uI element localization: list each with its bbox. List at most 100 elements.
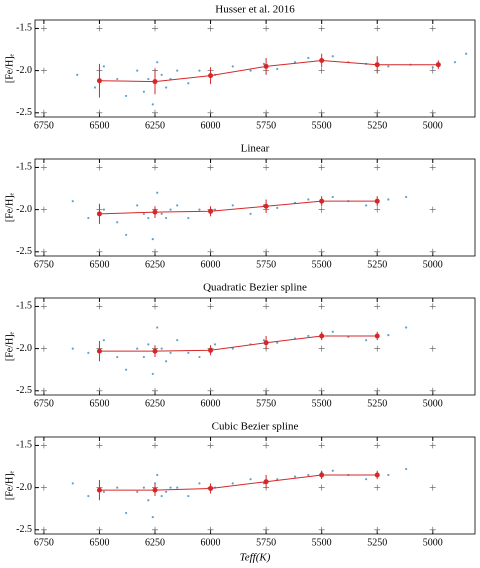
x-tick-label: 5750: [256, 398, 276, 409]
star-point: [293, 475, 297, 478]
x-tick-label: 5000: [423, 398, 443, 409]
trend-point: [96, 487, 102, 493]
grid-cross: [429, 206, 436, 213]
star-point: [169, 486, 172, 489]
x-tick-label: 5000: [423, 120, 443, 131]
grid-cross: [40, 303, 47, 310]
x-tick-label: 5250: [367, 259, 387, 270]
y-tick-label: -2.5: [16, 107, 32, 118]
grid-cross: [263, 387, 270, 394]
panel-title: Quadratic Bezier spline: [203, 282, 307, 294]
x-tick-label: 6000: [201, 259, 221, 270]
plot-frame: [34, 297, 476, 396]
y-axis-label: [Fe/H]ₑ: [4, 192, 15, 222]
grid-cross: [96, 248, 103, 255]
star-point: [165, 490, 168, 493]
grid-cross: [318, 206, 325, 213]
grid-cross: [374, 526, 381, 533]
star-point: [331, 195, 334, 199]
trend-point: [96, 348, 102, 354]
x-tick-label: 5750: [256, 537, 276, 548]
star-point: [142, 355, 145, 359]
star-point: [156, 191, 159, 194]
star-point: [125, 368, 128, 371]
trend-point: [208, 347, 214, 353]
grid-cross: [40, 345, 47, 352]
star-point: [365, 478, 368, 481]
grid-cross: [263, 442, 270, 449]
star-point: [231, 347, 234, 350]
trend-point: [374, 62, 380, 68]
star-point: [176, 339, 179, 342]
grid-cross: [152, 526, 158, 533]
star-point: [165, 360, 168, 363]
star-point: [276, 67, 279, 71]
trend-point: [319, 472, 325, 478]
grid-cross: [207, 248, 214, 255]
star-point: [331, 330, 334, 333]
grid-cross: [40, 248, 47, 255]
grid-cross: [152, 387, 158, 394]
grid-cross: [318, 25, 325, 32]
star-point: [165, 86, 168, 89]
star-point: [125, 511, 128, 515]
x-tick-label: 5750: [256, 259, 276, 270]
x-tick-label: 6000: [201, 398, 221, 409]
grid-cross: [96, 164, 103, 171]
grid-cross: [207, 109, 214, 116]
grid-cross: [207, 526, 214, 533]
star-point: [453, 61, 457, 64]
star-point: [176, 204, 179, 207]
grid-cross: [374, 484, 381, 491]
trend-point: [208, 73, 214, 79]
star-point: [71, 200, 74, 203]
star-point: [262, 62, 265, 65]
x-tick-label: 6750: [34, 537, 54, 548]
trend-point: [152, 79, 158, 85]
grid-cross: [318, 484, 325, 491]
star-point: [156, 473, 159, 477]
grid-cross: [152, 303, 158, 310]
grid-cross: [152, 164, 158, 171]
star-point: [405, 326, 408, 329]
star-point: [165, 216, 168, 220]
grid-cross: [263, 303, 270, 310]
x-tick-label: 6250: [145, 537, 165, 548]
y-axis-label: [Fe/H]ₑ: [4, 470, 15, 500]
star-point: [365, 339, 368, 342]
plot-frame: [34, 158, 476, 257]
trend-line: [99, 200, 378, 215]
grid-cross: [429, 387, 436, 394]
x-tick-label: 5500: [312, 120, 332, 131]
star-point: [176, 486, 179, 489]
star-point: [276, 478, 279, 481]
trend-point: [96, 78, 102, 84]
grid-cross: [374, 442, 381, 449]
grid-cross: [374, 345, 381, 352]
grid-cross: [207, 25, 214, 32]
y-tick-label: -1.5: [16, 162, 32, 173]
grid-cross: [40, 206, 47, 213]
star-point: [187, 494, 190, 498]
x-tick-label: 6500: [89, 259, 109, 270]
star-point: [293, 61, 297, 64]
grid-cross: [40, 387, 47, 394]
x-tick-label: 6750: [34, 398, 54, 409]
y-tick-label: -1.5: [16, 301, 32, 312]
star-point: [331, 469, 334, 472]
star-point: [187, 216, 190, 220]
star-point: [160, 347, 163, 350]
star-point: [231, 65, 234, 68]
star-point: [136, 347, 139, 350]
star-point: [465, 52, 468, 55]
panel-title: Linear: [241, 143, 270, 155]
x-tick-label: 5500: [312, 537, 332, 548]
star-point: [87, 216, 90, 220]
grid-cross: [318, 67, 325, 74]
grid-cross: [263, 109, 270, 116]
x-tick-label: 5500: [312, 259, 332, 270]
star-point: [116, 355, 119, 359]
grid-cross: [40, 442, 47, 449]
star-point: [116, 77, 119, 81]
